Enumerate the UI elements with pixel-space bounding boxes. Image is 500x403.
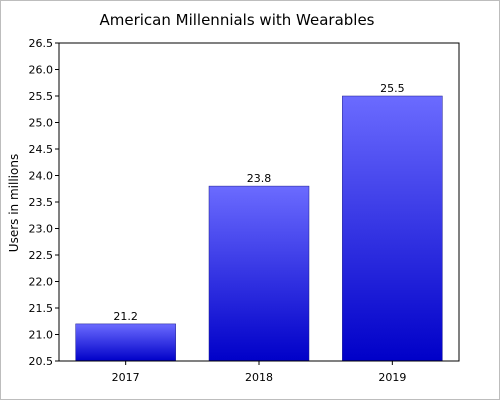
data-label-2018: 23.8 xyxy=(247,172,272,185)
y-tick-label: 24.0 xyxy=(29,170,54,183)
y-tick-label: 21.0 xyxy=(29,329,54,342)
x-tick-label-2018: 2018 xyxy=(245,371,273,384)
y-axis-ticks: 20.5 21.0 21.5 22.0 22.5 23.0 23.5 24.0 24.5 25.0… xyxy=(29,37,59,368)
bar-2018 xyxy=(208,185,310,362)
y-tick-label: 25.0 xyxy=(29,117,54,130)
data-label-2017: 21.2 xyxy=(113,310,138,323)
data-label-2019: 25.5 xyxy=(380,82,405,95)
y-tick-label: 23.5 xyxy=(29,196,54,209)
x-axis-ticks: 2017 2018 2019 xyxy=(112,361,406,384)
x-tick-label-2017: 2017 xyxy=(112,371,140,384)
y-tick-label: 21.5 xyxy=(29,302,54,315)
y-tick-label: 26.0 xyxy=(29,64,54,77)
y-tick-label: 25.5 xyxy=(29,90,54,103)
y-tick-label: 20.5 xyxy=(29,355,54,368)
y-tick-label: 24.5 xyxy=(29,143,54,156)
bar-2019 xyxy=(342,95,443,362)
plot-area-border xyxy=(58,42,460,362)
y-tick-label: 26.5 xyxy=(29,37,54,50)
bar-2017 xyxy=(75,323,176,362)
bars-group: 21.2 23.8 25.5 xyxy=(75,82,443,362)
chart-title: American Millennials with Wearables xyxy=(99,11,374,29)
y-tick-label: 22.0 xyxy=(29,276,54,289)
x-tick-label-2019: 2019 xyxy=(378,371,406,384)
y-axis-label: Users in millions xyxy=(7,154,21,252)
y-tick-label: 22.5 xyxy=(29,249,54,262)
y-tick-label: 23.0 xyxy=(29,223,54,236)
